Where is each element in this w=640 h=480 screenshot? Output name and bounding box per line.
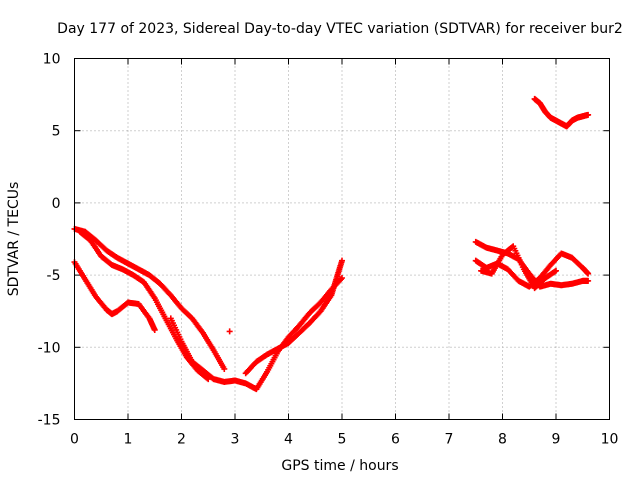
x-tick-label: 3 bbox=[231, 432, 240, 448]
x-tick-label: 7 bbox=[445, 432, 454, 448]
x-tick-label: 8 bbox=[498, 432, 507, 448]
data-point bbox=[339, 257, 345, 264]
y-axis-label: SDTVAR / TECUs bbox=[6, 182, 22, 297]
data-point bbox=[226, 328, 233, 335]
x-tick-label: 6 bbox=[391, 432, 400, 448]
data-point bbox=[585, 111, 592, 118]
chart-title: Day 177 of 2023, Sidereal Day-to-day VTE… bbox=[57, 21, 623, 37]
x-tick-label: 2 bbox=[177, 432, 186, 448]
data-point bbox=[339, 274, 345, 281]
x-tick-label: 1 bbox=[124, 432, 133, 448]
y-tick-label: -10 bbox=[38, 340, 61, 356]
data-point bbox=[585, 277, 592, 284]
data-point bbox=[585, 270, 592, 277]
x-tick-label: 10 bbox=[601, 432, 619, 448]
grid-lines bbox=[74, 58, 610, 420]
x-tick-label: 4 bbox=[284, 432, 293, 448]
data-point bbox=[221, 365, 228, 372]
x-axis-label: GPS time / hours bbox=[281, 458, 398, 474]
x-tick-label: 0 bbox=[70, 432, 79, 448]
data-points bbox=[71, 95, 592, 393]
plot-frame bbox=[74, 58, 610, 420]
x-tick-label: 5 bbox=[338, 432, 347, 448]
x-tick-label: 9 bbox=[552, 432, 561, 448]
axis-ticks: 0 1 2 3 4 5 6 7 8 9 10 10 5 0 -5 -10 -15 bbox=[38, 52, 619, 448]
y-tick-label: 10 bbox=[43, 52, 61, 68]
y-tick-label: -5 bbox=[47, 268, 61, 284]
y-tick-label: 5 bbox=[52, 124, 61, 140]
data-point bbox=[553, 267, 559, 274]
y-tick-label: -15 bbox=[38, 413, 61, 429]
data-point bbox=[151, 326, 158, 333]
y-tick-label: 0 bbox=[52, 196, 61, 212]
